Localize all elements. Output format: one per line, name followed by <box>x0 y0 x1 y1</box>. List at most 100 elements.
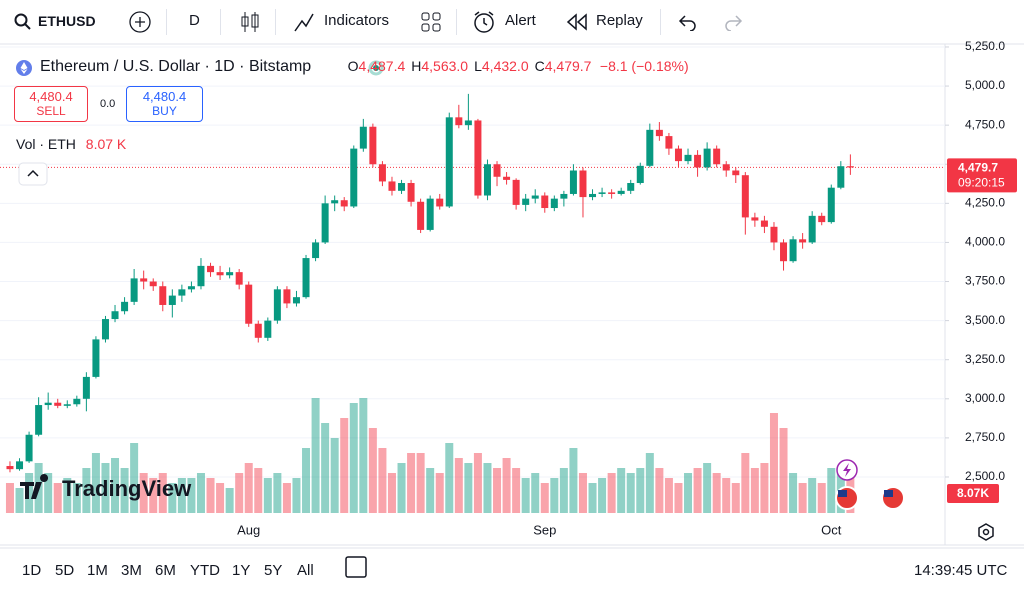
symbol[interactable]: ETHUSD <box>38 13 96 29</box>
volume-bar <box>521 478 530 513</box>
y-tick-label: 3,750.0 <box>965 274 1005 288</box>
legend-change: −8.1 (−0.18%) <box>599 58 689 74</box>
x-tick-label: Aug <box>237 522 260 537</box>
separator <box>220 9 221 35</box>
range-button[interactable]: All <box>297 562 314 579</box>
event-icons[interactable] <box>835 459 905 510</box>
candle-body <box>789 239 797 262</box>
candle-body <box>522 198 530 205</box>
volume-bar <box>378 448 387 513</box>
replay-icon[interactable] <box>566 13 588 31</box>
ohlc-value: 4,432.0 <box>481 58 529 74</box>
range-button[interactable]: 3M <box>121 562 142 579</box>
range-button[interactable]: 1M <box>87 562 108 579</box>
volume-bars <box>5 398 855 513</box>
volume-bar <box>808 478 817 513</box>
interval[interactable]: D <box>189 12 200 29</box>
range-button[interactable]: 5D <box>55 562 75 579</box>
logo-icon <box>20 474 49 499</box>
volume-bar <box>349 403 358 513</box>
volume-bar <box>435 473 444 513</box>
range-button[interactable]: 5Y <box>264 562 283 579</box>
range-button[interactable]: 6M <box>155 562 176 579</box>
candle-body <box>445 117 453 207</box>
candle-body <box>159 286 167 305</box>
candle-body <box>398 183 406 191</box>
toolbar-item[interactable]: Alert <box>505 12 536 29</box>
volume-bar <box>817 483 826 513</box>
price-axis: 2,500.0 2,750.0 3,000.0 3,250.0 3,500.0 3,750… <box>237 39 1017 537</box>
candle-body <box>340 200 348 207</box>
volume-bar <box>636 468 645 513</box>
candle-body <box>464 120 472 126</box>
candle-body <box>292 297 300 304</box>
buy-button[interactable]: 4,480.4 BUY <box>126 86 203 122</box>
candle-body <box>655 129 663 137</box>
buy-price: 4,480.4 <box>142 89 187 104</box>
candle-body <box>207 265 215 273</box>
x-tick-label: Sep <box>533 522 556 537</box>
alert-icon[interactable] <box>472 10 496 34</box>
templates-icon[interactable] <box>421 12 441 32</box>
volume-bar <box>111 458 120 513</box>
ohlc-value: 4,563.0 <box>421 58 469 74</box>
volume-bar <box>693 468 702 513</box>
volume-bar <box>684 473 693 513</box>
candle-body <box>25 434 33 462</box>
volume-bar <box>168 483 177 513</box>
volume-bar <box>120 468 129 513</box>
volume-bar <box>187 478 196 513</box>
volume-bar <box>139 473 148 513</box>
sell-price: 4,480.4 <box>29 89 73 104</box>
search-icon[interactable] <box>14 13 32 31</box>
candle-body <box>493 164 501 177</box>
volume-bar <box>464 463 473 513</box>
toolbar-item[interactable]: Indicators <box>324 12 390 29</box>
legend-title: Ethereum / U.S. Dollar · 1D · Bitstamp <box>40 58 312 75</box>
redo[interactable] <box>723 13 743 31</box>
candle-body <box>550 198 558 209</box>
candle-body <box>417 201 425 230</box>
volume-bar <box>177 478 186 513</box>
toolbar-item[interactable]: Replay <box>596 12 643 29</box>
candle-body <box>808 215 816 243</box>
candle-body <box>598 192 606 194</box>
volume-bar <box>72 483 81 513</box>
range-button[interactable]: YTD <box>190 562 220 579</box>
undo[interactable] <box>678 13 698 31</box>
chart-type[interactable] <box>240 10 260 34</box>
candle-body <box>82 376 90 399</box>
last-price-tag <box>947 158 1017 193</box>
candle-body <box>197 265 205 287</box>
candle-body <box>474 120 482 196</box>
sell-button[interactable]: 4,480.4 SELL <box>14 86 88 122</box>
candle-body <box>359 126 367 149</box>
volume-bar <box>225 488 234 513</box>
candle-body <box>674 148 682 162</box>
volume-bar <box>483 463 492 513</box>
volume-bar <box>25 473 34 513</box>
y-tick-label: 3,250.0 <box>965 352 1005 366</box>
candle-body <box>770 226 778 243</box>
range-button[interactable]: 1D <box>22 562 42 579</box>
indicators-icon[interactable] <box>293 11 315 33</box>
candle-body <box>63 404 71 406</box>
candle-body <box>436 198 444 207</box>
volume-bar <box>645 453 654 513</box>
volume-bar <box>387 473 396 513</box>
volume-bar <box>578 473 587 513</box>
collapse-button[interactable] <box>18 162 48 186</box>
volume-bar <box>617 468 626 513</box>
settings-hex[interactable] <box>978 523 994 541</box>
candle-body <box>799 239 807 243</box>
range-button[interactable]: 1Y <box>232 562 251 579</box>
candle-body <box>732 170 740 176</box>
volume-legend: Vol · ETH 8.07 K <box>16 136 126 152</box>
settings-icon[interactable] <box>978 523 994 541</box>
date-range-icon[interactable] <box>345 556 367 578</box>
volume-bar <box>235 473 244 513</box>
candle-body <box>636 165 644 184</box>
add-symbol[interactable] <box>129 11 151 33</box>
y-tick-label: 4,000.0 <box>965 235 1005 249</box>
volume-bar <box>559 468 568 513</box>
